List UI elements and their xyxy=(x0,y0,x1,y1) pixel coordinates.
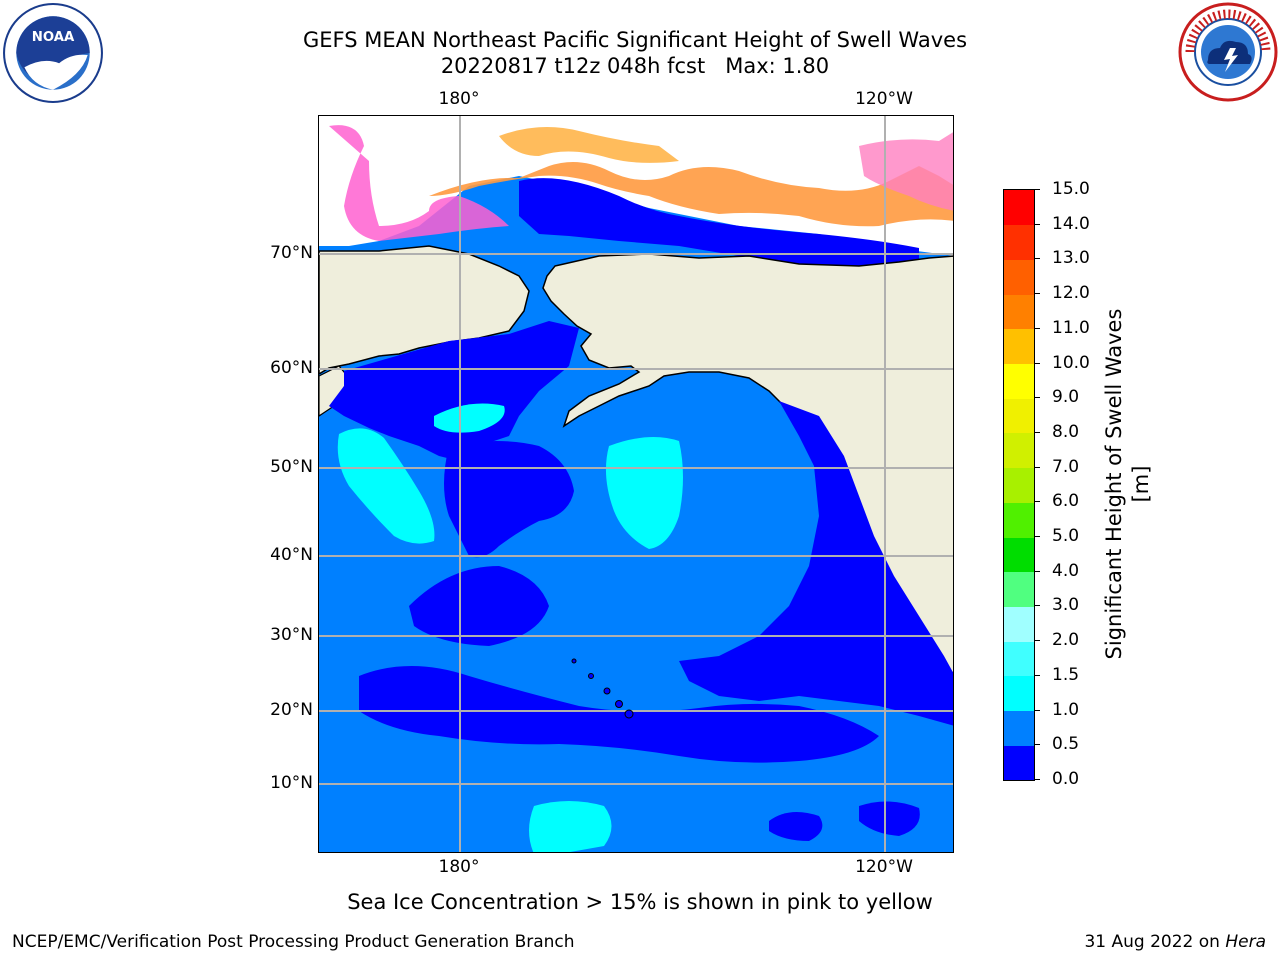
colorbar-tick-mark xyxy=(1034,709,1040,711)
lat-label-50n: 50°N xyxy=(270,457,313,477)
colorbar-segment xyxy=(1004,571,1034,607)
colorbar-tick-mark xyxy=(1034,536,1040,538)
colorbar-tick-mark xyxy=(1034,293,1040,295)
generation-date: 31 Aug 2022 on Hera xyxy=(1084,932,1266,952)
colorbar-segment xyxy=(1004,398,1034,434)
colorbar-tick-mark xyxy=(1034,570,1040,572)
colorbar-segment xyxy=(1004,675,1034,712)
bering-swell-patch xyxy=(434,403,505,433)
colorbar-tick-label: 0.0 xyxy=(1052,769,1080,789)
swell-height-map xyxy=(319,116,953,852)
colorbar-tick-mark xyxy=(1034,362,1040,364)
colorbar-tick-label: 4.0 xyxy=(1052,560,1080,581)
colorbar-tick-mark xyxy=(1034,466,1040,468)
colorbar-segment xyxy=(1004,502,1034,538)
lon-label-bottom-180: 180° xyxy=(438,857,480,877)
lon-label-bottom-120w: 120°W xyxy=(855,857,913,877)
subtropical-low-swell xyxy=(359,666,879,763)
sea-ice-east xyxy=(859,132,953,211)
map-subtitle: 20220817 t12z 048h fcst Max: 1.80 xyxy=(440,54,830,78)
colorbar-tick-mark xyxy=(1034,189,1040,190)
colorbar-tick-label: 1.0 xyxy=(1052,699,1080,720)
bering-low-swell xyxy=(329,321,579,461)
arctic-low-swell xyxy=(519,178,919,266)
colorbar-tick-label: 5.0 xyxy=(1052,526,1080,547)
colorbar-tick-label: 14.0 xyxy=(1052,213,1090,234)
aleutian-low-swell xyxy=(444,441,574,558)
colorbar-tick-mark xyxy=(1034,605,1040,607)
lat-label-30n: 30°N xyxy=(270,625,313,645)
generation-date-text: 31 Aug 2022 on xyxy=(1084,932,1220,952)
lon-label-top-120w: 120°W xyxy=(855,89,913,109)
land-alaska-canada xyxy=(542,253,953,675)
lat-label-70n: 70°N xyxy=(270,243,313,263)
colorbar-tick-mark xyxy=(1034,431,1040,433)
colorbar-tick-mark xyxy=(1034,674,1040,676)
colorbar-tick-label: 0.5 xyxy=(1052,734,1080,755)
colorbar-tick-label: 15.0 xyxy=(1052,179,1090,199)
central-low-swell xyxy=(409,566,549,646)
lat-label-10n: 10°N xyxy=(270,773,313,793)
colorbar-tick-label: 2.0 xyxy=(1052,630,1080,651)
lat-label-20n: 20°N xyxy=(270,700,313,720)
colorbar-tick-label: 6.0 xyxy=(1052,491,1080,512)
colorbar-segment xyxy=(1004,224,1034,260)
colorbar-segment xyxy=(1004,363,1034,399)
colorbar-tick-label: 13.0 xyxy=(1052,248,1090,269)
hawaiian-islands xyxy=(571,658,634,719)
sea-ice-band-west xyxy=(329,125,509,241)
colorbar-segment xyxy=(1004,328,1034,365)
colorbar-segment xyxy=(1004,710,1034,746)
west-swell-maximum xyxy=(337,428,435,544)
sea-ice-note: Sea Ice Concentration > 15% is shown in … xyxy=(347,890,933,914)
colorbar-tick-mark xyxy=(1034,397,1040,399)
tropical-low-swell-patch-2 xyxy=(859,801,920,836)
tropical-low-swell-patch-1 xyxy=(769,812,823,841)
noaa-logo-text: NOAA xyxy=(32,30,75,45)
colorbar-segment xyxy=(1004,537,1034,573)
colorbar-tick-mark xyxy=(1034,501,1040,503)
colorbar-tick-label: 10.0 xyxy=(1052,352,1090,373)
colorbar-segment xyxy=(1004,294,1034,330)
colorbar-segment xyxy=(1004,432,1034,469)
colorbar-tick-label: 7.0 xyxy=(1052,456,1080,477)
colorbar-tick-label: 12.0 xyxy=(1052,283,1090,304)
sea-ice-patch xyxy=(499,127,679,163)
lat-label-60n: 60°N xyxy=(270,358,313,378)
colorbar-title: Significant Height of Swell Waves [m] xyxy=(1102,308,1153,660)
colorbar-segment xyxy=(1004,641,1034,677)
colorbar-tick-label: 11.0 xyxy=(1052,317,1090,338)
colorbar-tick-label: 9.0 xyxy=(1052,387,1080,408)
nws-logo-icon xyxy=(1178,2,1278,102)
map-panel xyxy=(318,115,954,853)
colorbar-tick-mark xyxy=(1034,258,1040,260)
map-title: GEFS MEAN Northeast Pacific Significant … xyxy=(302,28,968,52)
sea-ice-band-north xyxy=(429,162,953,227)
noaa-logo-icon: NOAA xyxy=(3,3,103,103)
colorbar xyxy=(1003,189,1035,781)
colorbar-segment xyxy=(1004,259,1034,295)
colorbar-tick-mark xyxy=(1034,640,1040,642)
colorbar-tick-mark xyxy=(1034,779,1040,780)
colorbar-tick-label: 8.0 xyxy=(1052,421,1080,442)
lat-label-40n: 40°N xyxy=(270,545,313,565)
gulf-of-alaska-swell-maximum xyxy=(605,437,683,549)
colorbar-segment xyxy=(1004,190,1034,226)
colorbar-tick-mark xyxy=(1034,223,1040,225)
colorbar-segment xyxy=(1004,745,1034,781)
lon-label-top-180: 180° xyxy=(438,89,480,109)
colorbar-tick-label: 1.5 xyxy=(1052,664,1080,685)
colorbar-segment xyxy=(1004,467,1034,503)
host-name: Hera xyxy=(1225,932,1266,952)
tropical-swell-patch xyxy=(529,801,612,852)
colorbar-tick-mark xyxy=(1034,744,1040,746)
land-chukotka xyxy=(319,245,530,375)
colorbar-tick-label: 3.0 xyxy=(1052,595,1080,616)
colorbar-segment xyxy=(1004,606,1034,642)
map-graticule xyxy=(319,116,953,852)
colorbar-tick-mark xyxy=(1034,327,1040,329)
producer-credit: NCEP/EMC/Verification Post Processing Pr… xyxy=(12,932,575,952)
